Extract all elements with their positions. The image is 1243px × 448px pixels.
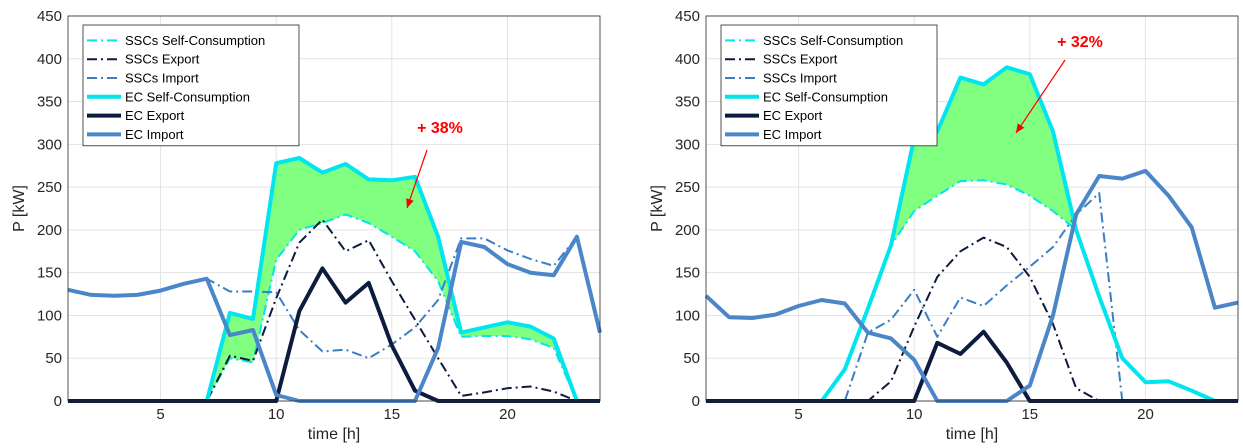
x-tick-label: 5 (156, 406, 164, 423)
annotation-label: + 38% (417, 120, 463, 137)
legend-label: SSCs Import (125, 71, 199, 86)
y-tick-label: 0 (692, 393, 700, 410)
x-tick-label: 15 (383, 406, 400, 423)
y-tick-label: 150 (675, 265, 700, 282)
y-tick-label: 300 (37, 136, 62, 153)
y-tick-label: 350 (37, 94, 62, 111)
legend-label: EC Export (125, 108, 185, 123)
annotation-arrow (406, 149, 428, 209)
y-tick-label: 350 (675, 94, 700, 111)
legend-label: SSCs Export (763, 52, 838, 67)
legend-label: EC Export (763, 108, 823, 123)
chart-panel-2: 0 50 100 150 200 250 300 350 400 450 5 10 15 20 time [… (649, 8, 1239, 443)
self-consumption-gain-area (706, 67, 1238, 401)
annotation-label: + 32% (1057, 34, 1103, 51)
axes-box (67, 15, 601, 402)
y-tick-label: 200 (675, 222, 700, 239)
y-axis-label: P [kW] (649, 185, 666, 232)
y-tick-label: 100 (675, 307, 700, 324)
x-axis-label: time [h] (308, 426, 360, 443)
legend-label: EC Self-Consumption (125, 89, 250, 104)
x-axis-label: time [h] (946, 426, 998, 443)
legend-label: EC Self-Consumption (763, 89, 888, 104)
x-tick-label: 10 (906, 406, 923, 423)
y-tick-label: 50 (45, 350, 62, 367)
y-tick-label: 450 (37, 8, 62, 25)
x-tick-label: 5 (794, 406, 802, 423)
annotation-arrowhead (1016, 123, 1025, 133)
legend-label: EC Import (125, 127, 184, 142)
x-tick-label: 15 (1021, 406, 1038, 423)
y-tick-label: 0 (54, 393, 62, 410)
y-tick-label: 300 (675, 136, 700, 153)
annotation-arrow (1015, 59, 1066, 134)
x-tick-label: 10 (268, 406, 285, 423)
y-tick-label: 150 (37, 265, 62, 282)
legend-label: SSCs Import (763, 71, 837, 86)
y-tick-label: 250 (675, 179, 700, 196)
y-tick-label: 250 (37, 179, 62, 196)
y-tick-label: 400 (675, 51, 700, 68)
y-tick-label: 100 (37, 307, 62, 324)
annotation-arrowhead (406, 198, 414, 208)
chart-panel-1: 0 50 100 150 200 250 300 350 400 450 5 10 15 20 time [… (11, 8, 602, 443)
y-tick-label: 50 (683, 350, 700, 367)
legend-label: SSCs Self-Consumption (763, 33, 903, 48)
legend-label: SSCs Export (125, 52, 200, 67)
y-axis-label: P [kW] (11, 185, 28, 232)
y-tick-label: 450 (675, 8, 700, 25)
axes-box (705, 15, 1239, 402)
legend-label: SSCs Self-Consumption (125, 33, 265, 48)
y-tick-label: 400 (37, 51, 62, 68)
x-tick-label: 20 (499, 406, 516, 423)
y-tick-label: 200 (37, 222, 62, 239)
self-consumption-gain-area (68, 158, 600, 401)
legend (720, 24, 938, 147)
legend (82, 24, 300, 147)
legend-label: EC Import (763, 127, 822, 142)
x-tick-label: 20 (1137, 406, 1154, 423)
